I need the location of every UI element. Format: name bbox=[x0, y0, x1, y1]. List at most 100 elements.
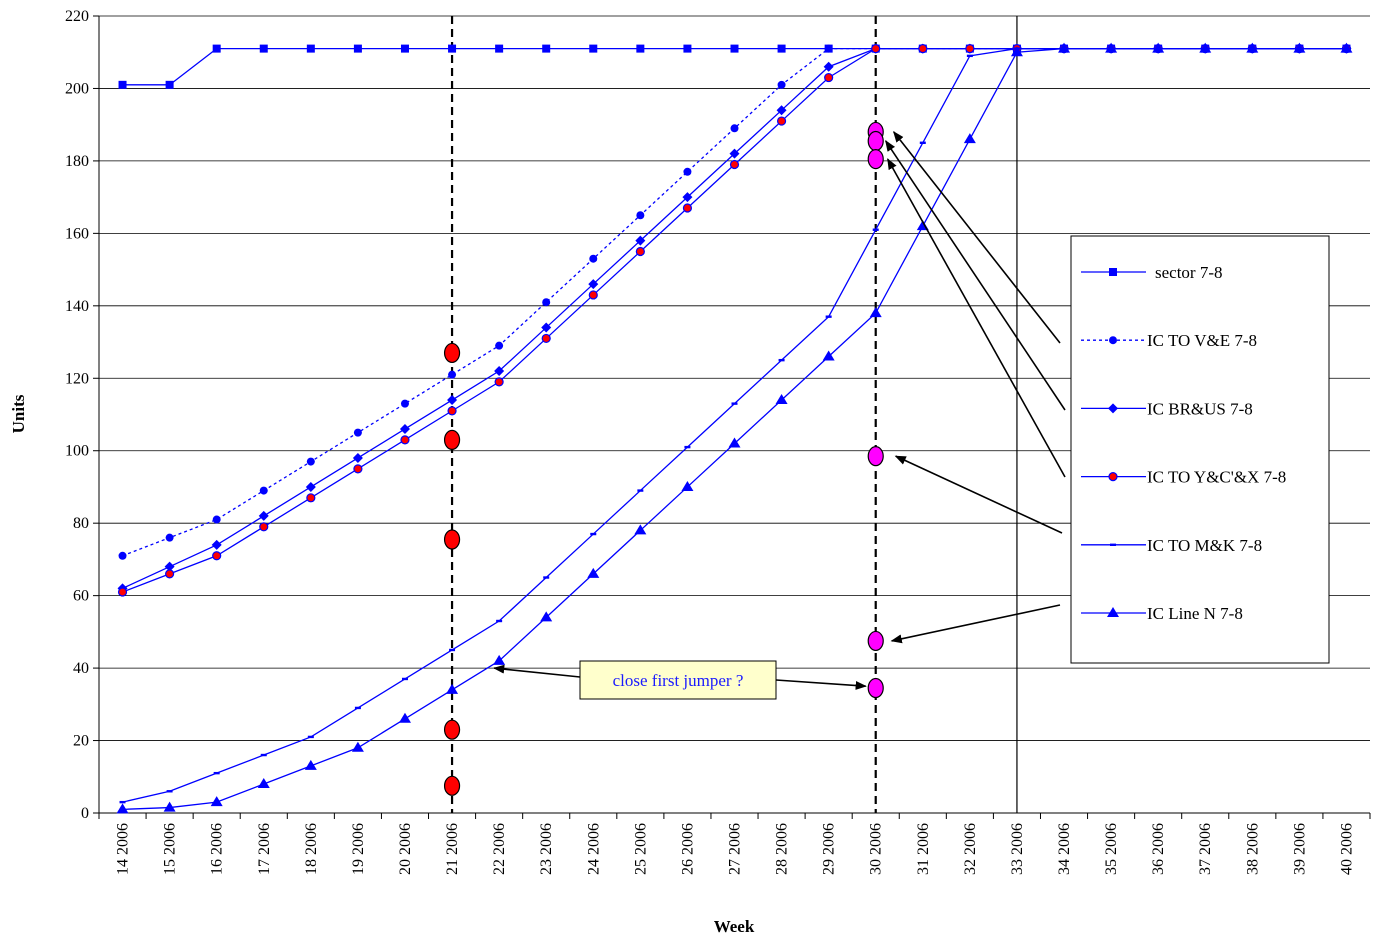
data-point bbox=[825, 315, 832, 318]
x-tick-label: 31 2006 bbox=[915, 823, 932, 875]
data-point bbox=[354, 706, 361, 710]
callout-box: close first jumper ? bbox=[579, 660, 777, 700]
data-point bbox=[588, 279, 599, 290]
milestone-marker bbox=[443, 529, 461, 550]
data-point bbox=[965, 44, 975, 54]
data-point bbox=[493, 654, 506, 665]
data-point bbox=[212, 551, 222, 561]
x-tick-label: 15 2006 bbox=[162, 823, 179, 875]
data-point bbox=[636, 211, 645, 220]
data-point bbox=[682, 203, 693, 213]
data-point bbox=[398, 712, 411, 723]
y-tick-label: 80 bbox=[73, 515, 89, 532]
legend-label: IC TO V&E 7-8 bbox=[1147, 331, 1257, 350]
data-point bbox=[919, 141, 926, 144]
data-point bbox=[730, 124, 739, 133]
legend-swatch-marker bbox=[1109, 268, 1117, 276]
y-tick-label: 120 bbox=[65, 370, 89, 387]
x-tick-label: 16 2006 bbox=[209, 823, 226, 875]
legend: sector 7-8 IC TO V&E 7-8 IC BR&US 7-8 IC TO… bbox=[1070, 235, 1330, 664]
milestone-markers bbox=[443, 121, 884, 796]
data-point bbox=[540, 611, 553, 622]
legend-swatch-marker bbox=[1108, 403, 1118, 414]
x-tick-label: 33 2006 bbox=[1009, 823, 1026, 875]
legend-entry: IC BR&US 7-8 bbox=[1081, 399, 1253, 418]
data-point bbox=[869, 307, 882, 318]
data-point bbox=[213, 771, 220, 775]
data-point bbox=[119, 800, 126, 804]
y-tick-label: 160 bbox=[65, 225, 89, 242]
data-point bbox=[634, 524, 647, 535]
data-point bbox=[729, 159, 740, 170]
milestone-marker bbox=[867, 130, 884, 152]
legend-arrow bbox=[890, 604, 1061, 644]
data-point bbox=[163, 801, 176, 812]
data-point bbox=[731, 402, 738, 405]
y-tick-label: 140 bbox=[65, 298, 89, 315]
data-point bbox=[306, 493, 316, 503]
x-tick-label: 36 2006 bbox=[1150, 823, 1167, 875]
x-tick-label: 26 2006 bbox=[679, 823, 696, 875]
legend-arrows bbox=[885, 131, 1066, 644]
data-point bbox=[635, 235, 646, 246]
data-point bbox=[259, 522, 269, 532]
legend-label: IC Line N 7-8 bbox=[1147, 604, 1243, 623]
legend-entry: IC Line N 7-8 bbox=[1081, 604, 1243, 623]
legend-box bbox=[1070, 235, 1330, 664]
data-point bbox=[306, 457, 315, 466]
legend-label: sector 7-8 bbox=[1155, 263, 1223, 282]
x-tick-label: 18 2006 bbox=[303, 823, 320, 875]
data-point bbox=[165, 569, 175, 579]
data-point bbox=[117, 587, 128, 597]
x-tick-label: 29 2006 bbox=[821, 823, 838, 875]
data-point bbox=[448, 44, 457, 53]
data-point bbox=[681, 480, 694, 491]
series-5 bbox=[116, 42, 1353, 814]
data-point bbox=[963, 133, 976, 144]
data-point bbox=[730, 44, 739, 53]
data-point bbox=[353, 428, 362, 437]
x-axis-title: Week bbox=[714, 917, 755, 936]
x-tick-label: 39 2006 bbox=[1291, 823, 1308, 875]
milestone-marker bbox=[443, 429, 461, 450]
annotation-arrow bbox=[775, 679, 867, 690]
x-tick-label: 20 2006 bbox=[397, 823, 414, 875]
legend-swatch-marker bbox=[1110, 543, 1116, 546]
data-point bbox=[494, 377, 504, 387]
x-tick-label: 25 2006 bbox=[632, 823, 649, 875]
milestone-marker bbox=[443, 775, 461, 796]
x-tick-label: 38 2006 bbox=[1244, 823, 1261, 875]
y-tick-label: 0 bbox=[81, 805, 89, 822]
data-point bbox=[777, 80, 786, 89]
data-point bbox=[212, 515, 221, 524]
x-tick-label: 23 2006 bbox=[538, 823, 555, 875]
data-point bbox=[636, 44, 645, 53]
milestone-marker bbox=[443, 342, 461, 364]
data-point bbox=[684, 445, 691, 449]
data-point bbox=[449, 648, 456, 652]
x-tick-label: 14 2006 bbox=[115, 823, 132, 875]
data-point bbox=[257, 778, 270, 789]
data-point bbox=[258, 510, 269, 521]
data-point bbox=[304, 759, 317, 770]
y-tick-label: 200 bbox=[65, 80, 89, 97]
data-point bbox=[775, 394, 788, 405]
data-point bbox=[400, 435, 410, 445]
x-tick-label: 19 2006 bbox=[350, 823, 367, 875]
annotation-arrow bbox=[493, 664, 581, 678]
milestone-marker bbox=[867, 677, 884, 699]
data-point bbox=[871, 44, 881, 54]
data-point bbox=[353, 464, 363, 474]
y-tick-label: 220 bbox=[65, 8, 89, 25]
data-point bbox=[351, 741, 364, 752]
x-tick-label: 37 2006 bbox=[1197, 823, 1214, 875]
x-tick-label: 40 2006 bbox=[1338, 823, 1355, 875]
data-point bbox=[400, 44, 409, 53]
x-tick-label: 22 2006 bbox=[491, 823, 508, 875]
data-point bbox=[589, 44, 598, 53]
x-tick-label: 21 2006 bbox=[444, 823, 461, 875]
data-point bbox=[260, 753, 267, 757]
legend-swatch-marker bbox=[1109, 336, 1117, 345]
y-tick-label: 40 bbox=[73, 660, 89, 677]
data-point bbox=[447, 395, 458, 406]
